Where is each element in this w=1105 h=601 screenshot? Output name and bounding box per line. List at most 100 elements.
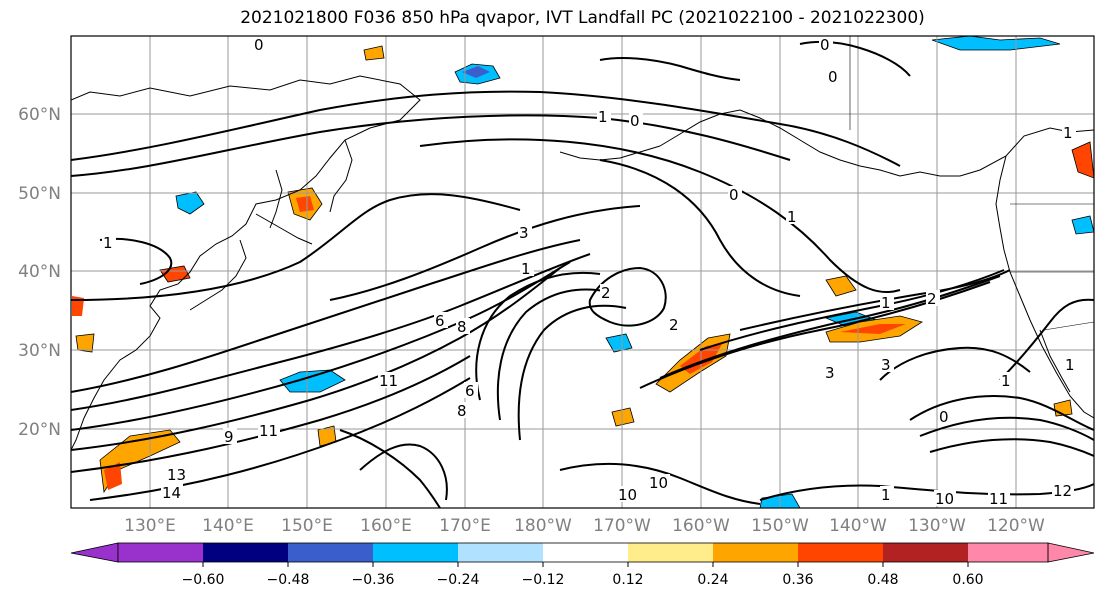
contour-line — [919, 416, 1094, 441]
contour-line — [71, 355, 471, 473]
anomaly-patch-negative — [462, 66, 490, 78]
contour-label: 0 — [828, 68, 838, 86]
contour-label: 10 — [618, 486, 637, 504]
colorbar-tick-label: −0.12 — [522, 572, 565, 588]
aleutian-islands — [559, 145, 661, 161]
anomaly-patch-positive — [840, 324, 906, 334]
colorbar-extend-high — [1047, 542, 1095, 563]
anomaly-patch-positive — [75, 333, 95, 353]
latitude-labels: 60°N 50°N 40°N 30°N 20°N — [18, 105, 61, 440]
contour-label: 11 — [379, 372, 398, 390]
contour-label: 1 — [881, 294, 891, 312]
contour-label: 1 — [103, 234, 113, 252]
anomaly-patch-positive — [159, 265, 191, 283]
lon-label: 150°W — [751, 516, 809, 536]
contour-line — [559, 462, 761, 505]
contour-line — [475, 271, 601, 401]
contour-label: 6 — [435, 312, 445, 330]
contour-line — [329, 205, 641, 301]
contour-label: 10 — [935, 490, 954, 508]
graticule — [71, 36, 1094, 508]
contour-line — [99, 238, 173, 285]
contour-label: 2 — [927, 290, 937, 308]
lat-label: 60°N — [18, 105, 61, 125]
contour-label: 13 — [167, 466, 186, 484]
contour-label: 3 — [881, 356, 891, 374]
colorbar-tick-label: −0.36 — [352, 572, 395, 588]
contour-label: 11 — [989, 490, 1008, 508]
anomaly-patch-positive — [363, 45, 385, 61]
contour-line — [71, 90, 901, 167]
contour-label: 11 — [259, 422, 278, 440]
contour-line — [879, 346, 1031, 381]
contour-line — [599, 57, 741, 81]
colorbar-segment — [968, 543, 1048, 562]
anomaly-patch-negative — [279, 369, 346, 393]
contour-label: 8 — [457, 402, 467, 420]
baja-coastline — [1039, 329, 1071, 393]
contour-label: 1 — [787, 208, 797, 226]
contour-label: 12 — [1053, 482, 1072, 500]
contour-label: 6 — [465, 382, 475, 400]
contour-line — [909, 395, 1094, 431]
colorbar-segment — [373, 543, 458, 562]
lat-label: 30°N — [18, 341, 61, 361]
asia-coastline — [71, 75, 421, 451]
contour-line — [71, 114, 791, 177]
contour-label: 0 — [820, 36, 830, 54]
contour-label: 8 — [457, 318, 467, 336]
contour-line — [929, 438, 1094, 457]
anomaly-patch-negative — [931, 36, 1061, 51]
contour-label: 1 — [598, 108, 608, 126]
colorbar-segment — [628, 543, 713, 562]
contour-line — [588, 266, 667, 327]
lat-label: 40°N — [18, 262, 61, 282]
contour-label: 14 — [162, 484, 181, 502]
contour-label: 9 — [224, 428, 234, 446]
longitude-labels: 130°E 140°E 150°E 160°E 170°E 180°W 170°… — [124, 516, 1045, 536]
colorbar: −0.60 −0.48 −0.36 −0.24 −0.12 0.12 0.24 … — [70, 542, 1095, 588]
contour-line — [699, 269, 1005, 351]
map-frame — [70, 35, 1095, 509]
colorbar-tick-label: 0.60 — [952, 572, 983, 588]
contour-labels: 0 0 0 0 1 1 1 1 1 1 2 2 3 3 3 6 8 6 8 — [102, 36, 1078, 508]
colorbar-segment — [883, 543, 968, 562]
colorbar-tick-label: 0.24 — [697, 572, 728, 588]
lon-label: 140°W — [829, 516, 887, 536]
contour-label: 1 — [521, 260, 531, 278]
colorbar-segment — [543, 543, 628, 562]
contour-label: 2 — [601, 284, 611, 302]
lon-label: 160°W — [672, 516, 730, 536]
contour-line — [496, 288, 611, 421]
colorbar-tick-label: 0.12 — [612, 572, 643, 588]
lon-label: 120°W — [987, 516, 1045, 536]
anomaly-patch-negative — [1071, 215, 1094, 235]
colorbar-segment — [288, 543, 373, 562]
coastlines — [71, 36, 1094, 451]
lat-label: 20°N — [18, 420, 61, 440]
colorbar-ticks — [202, 562, 969, 567]
contour-line — [71, 239, 581, 393]
anomaly-patch-positive — [611, 407, 635, 427]
contour-line — [659, 275, 1001, 379]
anomaly-patch-negative — [605, 333, 633, 353]
anomaly-patch-positive — [296, 196, 314, 212]
anomaly-patch-positive — [99, 429, 181, 494]
contour-line — [359, 443, 448, 501]
contour-label: 0 — [254, 36, 264, 54]
contour-line — [71, 267, 561, 451]
lon-label: 130°W — [908, 516, 966, 536]
contour-label: 3 — [825, 364, 835, 382]
kamchatka-coastline — [329, 139, 353, 213]
anomaly-patch-positive — [825, 275, 857, 297]
colorbar-tick-label: 0.48 — [867, 572, 898, 588]
anomaly-patch-positive — [104, 462, 122, 490]
contour-line — [599, 159, 801, 297]
colorbar-outline — [117, 542, 1049, 563]
contour-line — [71, 261, 571, 431]
colorbar-segment — [713, 543, 798, 562]
colorbar-segment — [203, 543, 288, 562]
alaska-coastline — [659, 109, 1094, 177]
north-america-west-coast — [995, 155, 1094, 419]
contour-label: 10 — [649, 474, 668, 492]
